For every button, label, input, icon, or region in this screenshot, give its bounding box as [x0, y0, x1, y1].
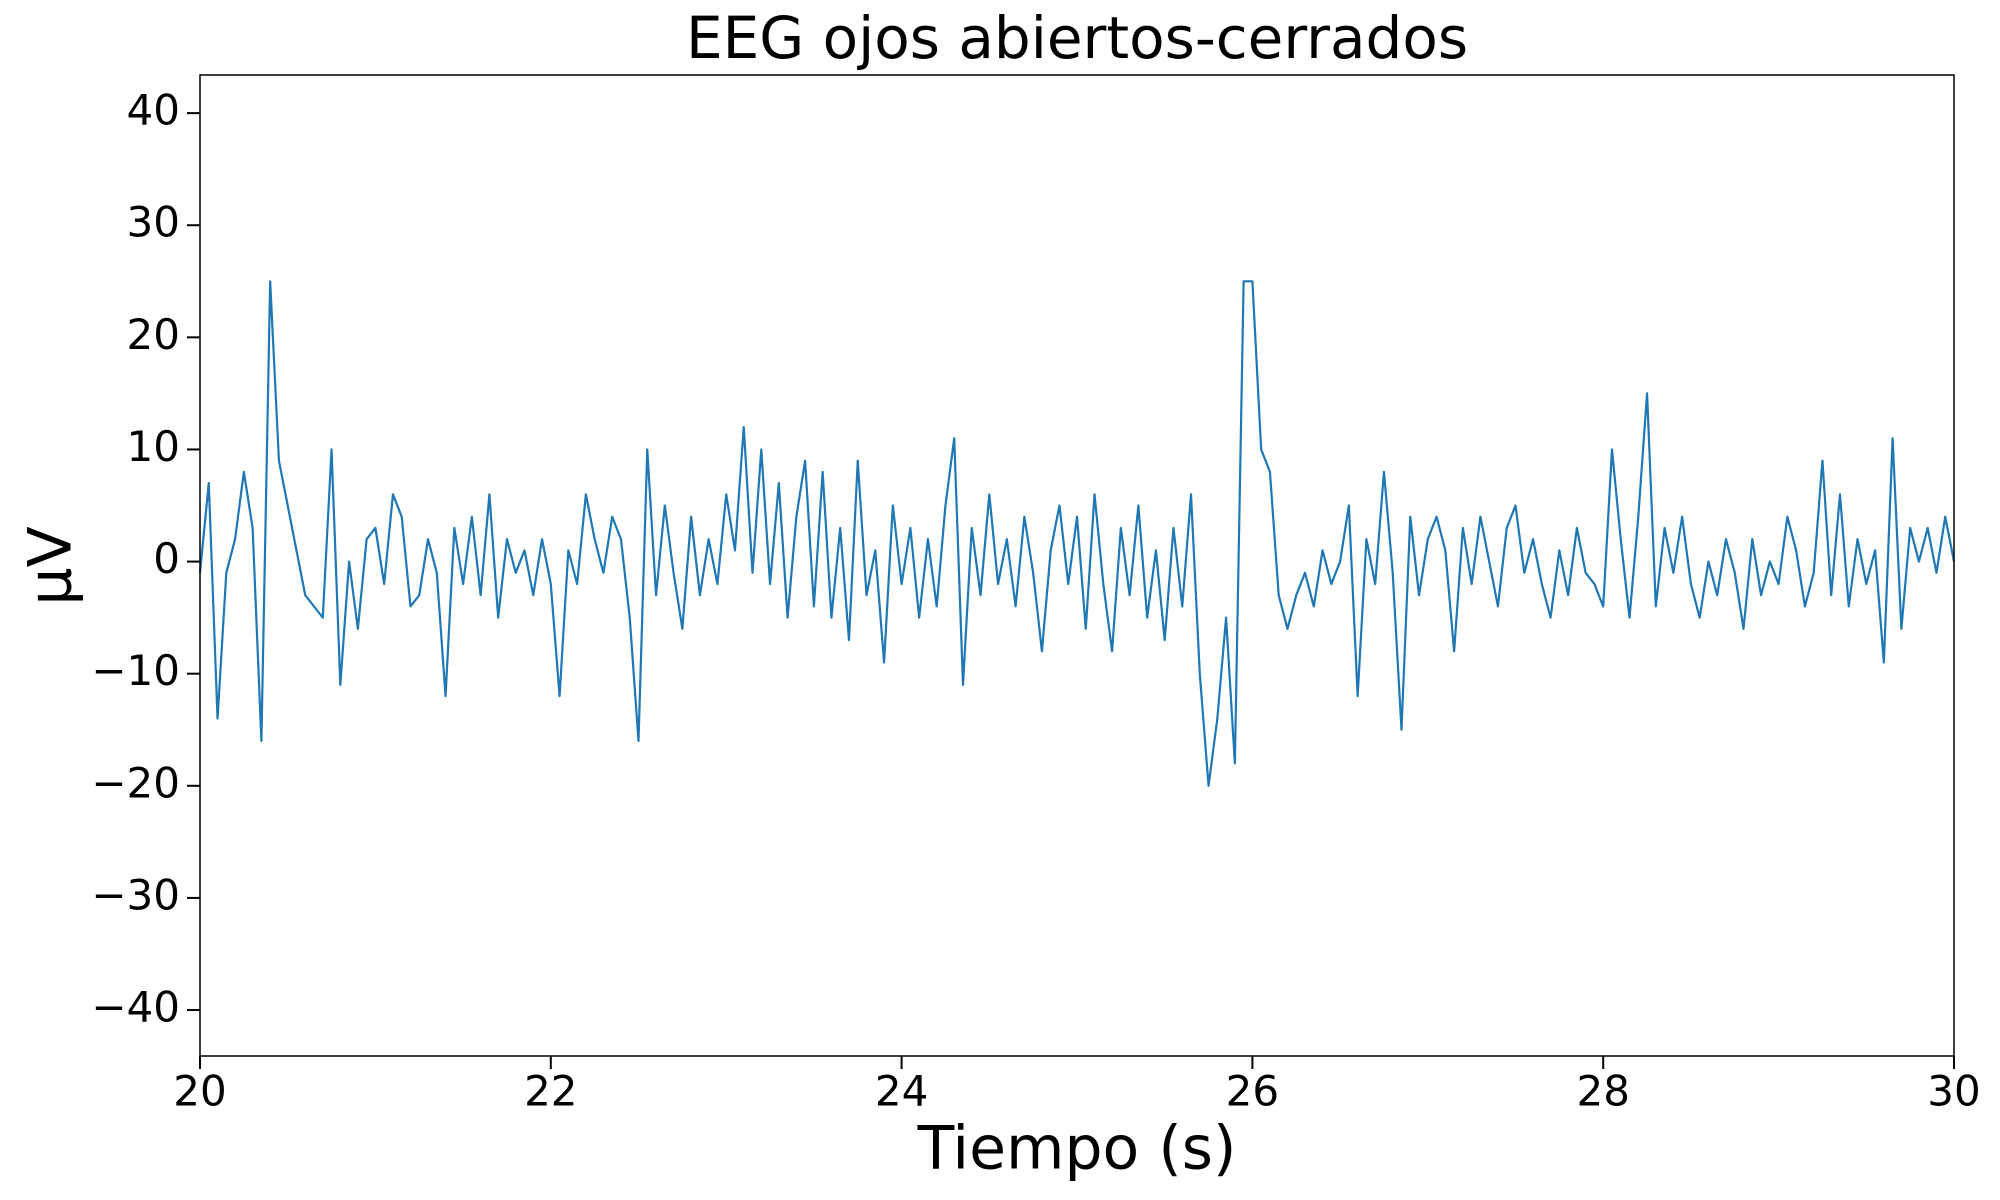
- chart-title: EEG ojos abiertos-cerrados: [686, 4, 1468, 72]
- y-tick-label: −30: [91, 870, 180, 919]
- x-tick-label: 28: [1576, 1067, 1629, 1116]
- y-tick-label: 30: [127, 198, 180, 247]
- y-tick-label: 0: [153, 534, 180, 583]
- y-tick-label: 40: [127, 86, 180, 135]
- x-tick-label: 24: [875, 1067, 928, 1116]
- y-tick-label: −10: [91, 646, 180, 695]
- y-tick-label: −40: [91, 983, 180, 1032]
- x-tick-label: 26: [1226, 1067, 1279, 1116]
- x-tick-label: 22: [524, 1067, 577, 1116]
- x-tick-label: 20: [173, 1067, 226, 1116]
- plot-frame: [199, 74, 1955, 1057]
- x-tick-label: 30: [1927, 1067, 1980, 1116]
- x-axis-label: Tiempo (s): [917, 1114, 1237, 1184]
- signal-line: [198, 280, 1956, 787]
- y-tick-label: −20: [91, 758, 180, 807]
- y-axis-label: µV: [16, 526, 86, 605]
- y-tick-label: 10: [127, 422, 180, 471]
- y-tick-label: 20: [127, 310, 180, 359]
